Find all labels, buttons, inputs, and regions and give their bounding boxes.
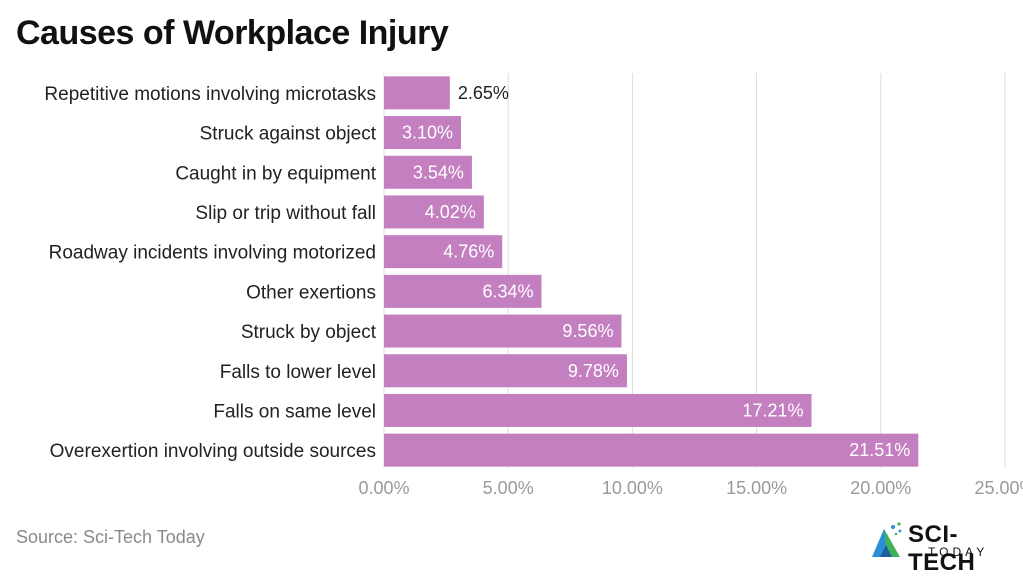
- x-tick-label: 0.00%: [358, 478, 409, 498]
- bar: [384, 235, 503, 269]
- bar: [384, 314, 622, 348]
- bar: [384, 76, 450, 110]
- category-label: Caught in by equipment: [175, 163, 376, 184]
- value-label: 21.51%: [849, 440, 910, 460]
- category-label: Roadway incidents involving motorized: [49, 243, 376, 264]
- category-label: Struck by object: [241, 322, 377, 343]
- value-label: 4.76%: [443, 242, 494, 262]
- category-label: Repetitive motions involving microtasks: [44, 84, 376, 105]
- category-label: Falls on same level: [213, 401, 376, 422]
- bar: [384, 155, 472, 189]
- x-tick-label: 20.00%: [850, 478, 911, 498]
- value-label: 3.10%: [402, 123, 453, 143]
- bars: [384, 76, 919, 467]
- chart-title: Causes of Workplace Injury: [16, 14, 449, 52]
- x-tick-label: 5.00%: [483, 478, 534, 498]
- bar: [384, 354, 627, 388]
- bar: [384, 116, 462, 150]
- bar: [384, 393, 812, 427]
- category-label: Overexertion involving outside sources: [50, 441, 376, 462]
- value-label: 2.65%: [458, 83, 509, 103]
- value-labels: 2.65%3.10% 3.54% 4.02% 4.76% 6.34% 9.56% 9.78%…: [402, 83, 910, 460]
- source-note: Source: Sci-Tech Today: [16, 527, 205, 547]
- bar-chart: Repetitive motions involving microtasks S…: [44, 73, 1023, 498]
- value-label: 17.21%: [742, 400, 803, 420]
- bar: [384, 433, 919, 467]
- logo-mark-icon: [872, 522, 902, 557]
- logo-subtext: TODAY: [928, 545, 989, 559]
- category-label: Slip or trip without fall: [195, 203, 376, 224]
- bar: [384, 195, 484, 229]
- x-tick-label: 15.00%: [726, 478, 787, 498]
- value-label: 4.02%: [425, 202, 476, 222]
- category-label: Falls to lower level: [220, 362, 376, 383]
- category-label: Other exertions: [246, 282, 376, 303]
- x-tick-label: 25.00%: [974, 478, 1023, 498]
- value-label: 9.56%: [562, 321, 613, 341]
- bar: [384, 274, 542, 308]
- category-label: Struck against object: [200, 124, 377, 145]
- value-label: 9.78%: [568, 361, 619, 381]
- category-labels: Repetitive motions involving microtasks S…: [44, 84, 376, 462]
- value-label: 6.34%: [482, 281, 533, 301]
- x-tick-label: 10.00%: [602, 478, 663, 498]
- value-label: 3.54%: [413, 162, 464, 182]
- sci-tech-logo: SCI-TECH TODAY: [870, 520, 1018, 576]
- x-axis-ticks: 0.00% 5.00% 10.00% 15.00% 20.00% 25.00%: [358, 478, 1023, 498]
